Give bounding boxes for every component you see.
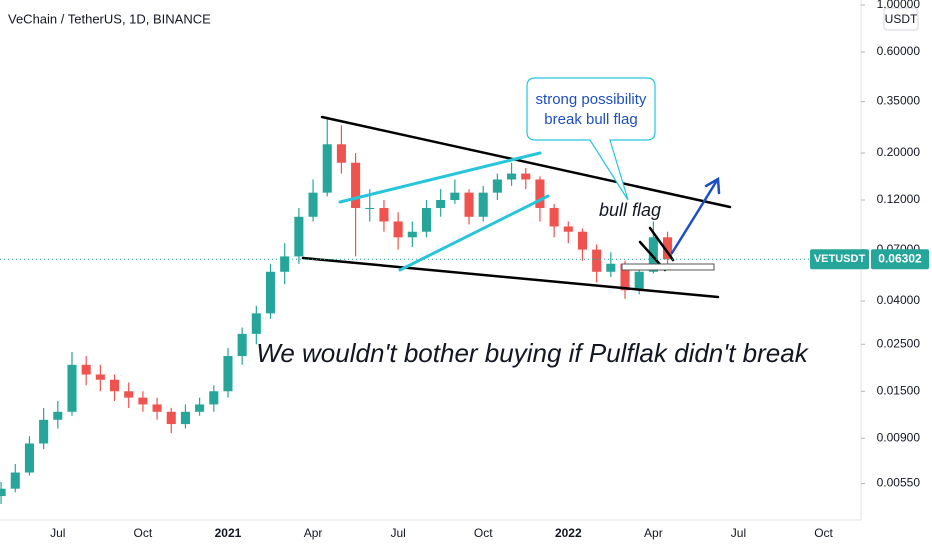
candle-body <box>280 256 290 272</box>
y-tick-label: 0.12000 <box>877 192 921 206</box>
candle-body <box>308 192 318 217</box>
currency: USDT <box>885 12 918 26</box>
x-tick-label: Oct <box>474 526 493 540</box>
comment: We wouldn't bother buying if Pulflak did… <box>256 338 809 368</box>
y-tick-label: 0.20000 <box>877 145 921 159</box>
candle-body <box>67 364 77 412</box>
candle-body <box>507 173 517 180</box>
y-tick-label: 0.00550 <box>877 476 921 490</box>
candles <box>0 118 673 505</box>
candle-body <box>10 472 20 489</box>
candle-body <box>620 263 630 291</box>
channel-upper <box>338 151 542 204</box>
candle-body <box>421 208 432 232</box>
drawings <box>301 77 732 299</box>
candle-body <box>379 208 389 222</box>
callout-text: break bull flag <box>544 111 637 128</box>
candle-body <box>535 179 545 209</box>
trendline-top <box>320 115 732 209</box>
candle-body <box>393 221 403 238</box>
x-tick-label: Jul <box>731 526 746 540</box>
x-tick-label: 2022 <box>555 526 582 540</box>
y-tick-label: 0.60000 <box>877 44 921 58</box>
candle-body <box>53 411 63 420</box>
candle-body <box>663 237 673 260</box>
candle-body <box>478 192 488 217</box>
candle-body <box>365 208 375 210</box>
candle-body <box>549 208 559 227</box>
candle-body <box>24 443 34 473</box>
candle-body <box>109 379 120 392</box>
candle-body <box>39 419 49 444</box>
flag-box <box>621 263 715 271</box>
target-arrow <box>670 180 718 255</box>
symbol-label: VETUSDT <box>814 253 866 265</box>
candle-body <box>138 397 148 405</box>
callout-box <box>526 77 656 201</box>
candle-body <box>336 144 346 163</box>
candle-body <box>450 192 460 201</box>
y-tick-label: 0.35000 <box>877 94 921 108</box>
y-tick-label: 1.00000 <box>877 0 921 11</box>
target-arrowhead <box>704 176 721 195</box>
candle-body <box>407 231 417 238</box>
y-tick-label: 0.01500 <box>877 383 921 397</box>
last-price: 0.06302 <box>878 251 922 265</box>
candle-body <box>209 391 219 405</box>
chart-title: VeChain / TetherUS, 1D, BINANCE <box>8 11 211 26</box>
flag-label: bull flag <box>599 200 661 220</box>
candle-body <box>464 192 474 217</box>
x-tick-label: Apr <box>304 526 323 540</box>
candle-body <box>492 179 502 193</box>
trendline-bottom <box>301 256 720 299</box>
candle-body <box>0 488 6 497</box>
x-tick-label: Oct <box>814 526 833 540</box>
candle-body <box>124 391 134 398</box>
candle-body <box>634 271 644 291</box>
candle-body <box>436 200 446 209</box>
candle-body <box>223 356 233 392</box>
channel-lower <box>398 194 550 272</box>
candle-body <box>81 364 91 375</box>
candle-body <box>606 263 616 272</box>
candle-body <box>592 249 602 272</box>
candle-body <box>180 411 190 425</box>
candle-body <box>322 144 332 193</box>
x-tick-label: 2021 <box>215 526 242 540</box>
candle-body <box>152 404 162 412</box>
candle-body <box>195 404 205 412</box>
candle-body <box>563 226 573 232</box>
y-tick-label: 0.00900 <box>877 430 921 444</box>
candle-body <box>521 173 531 180</box>
x-tick-label: Oct <box>134 526 153 540</box>
symbol-box <box>810 249 869 270</box>
y-tick-label: 0.04000 <box>877 293 921 307</box>
candle-body <box>95 374 105 380</box>
y-tick-label: 0.02500 <box>877 336 921 350</box>
flag-line-upper <box>648 226 675 262</box>
candle-body <box>237 333 247 357</box>
price-box <box>871 249 929 270</box>
currency-box <box>883 7 919 31</box>
x-tick-label: Apr <box>644 526 663 540</box>
candle-body <box>648 237 658 272</box>
x-tick-label: Jul <box>390 526 405 540</box>
candle-body <box>251 313 261 334</box>
candle-body <box>265 271 276 314</box>
x-tick-label: Jul <box>50 526 65 540</box>
candle-body <box>166 411 176 425</box>
candle-body <box>294 216 304 257</box>
candle-body <box>351 162 361 209</box>
candle-body <box>577 231 588 250</box>
callout-text: strong possibility <box>536 91 647 108</box>
